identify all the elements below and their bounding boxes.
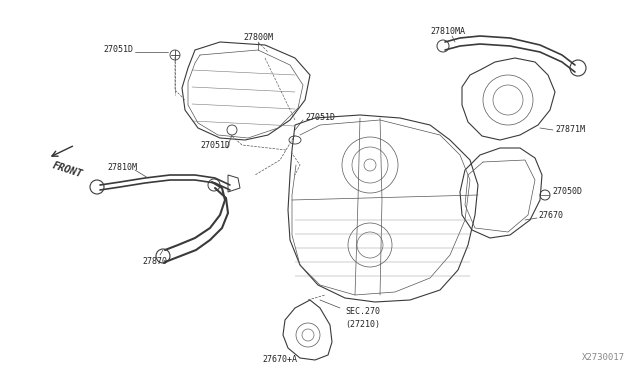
Text: SEC.270: SEC.270 <box>345 308 380 317</box>
Text: 27870: 27870 <box>143 257 168 266</box>
Text: 27050D: 27050D <box>552 187 582 196</box>
Text: 27670+A: 27670+A <box>262 356 298 365</box>
Text: 27871M: 27871M <box>555 125 585 135</box>
Text: (27210): (27210) <box>345 321 380 330</box>
Text: 27051D: 27051D <box>200 141 230 150</box>
Text: 27051D: 27051D <box>103 45 133 55</box>
Text: 27051D: 27051D <box>305 113 335 122</box>
Text: 27670: 27670 <box>538 211 563 219</box>
Text: 27800M: 27800M <box>243 33 273 42</box>
Text: FRONT: FRONT <box>52 160 84 180</box>
Text: X2730017: X2730017 <box>582 353 625 362</box>
Text: 27810MA: 27810MA <box>431 28 465 36</box>
Text: 27810M: 27810M <box>107 164 137 173</box>
